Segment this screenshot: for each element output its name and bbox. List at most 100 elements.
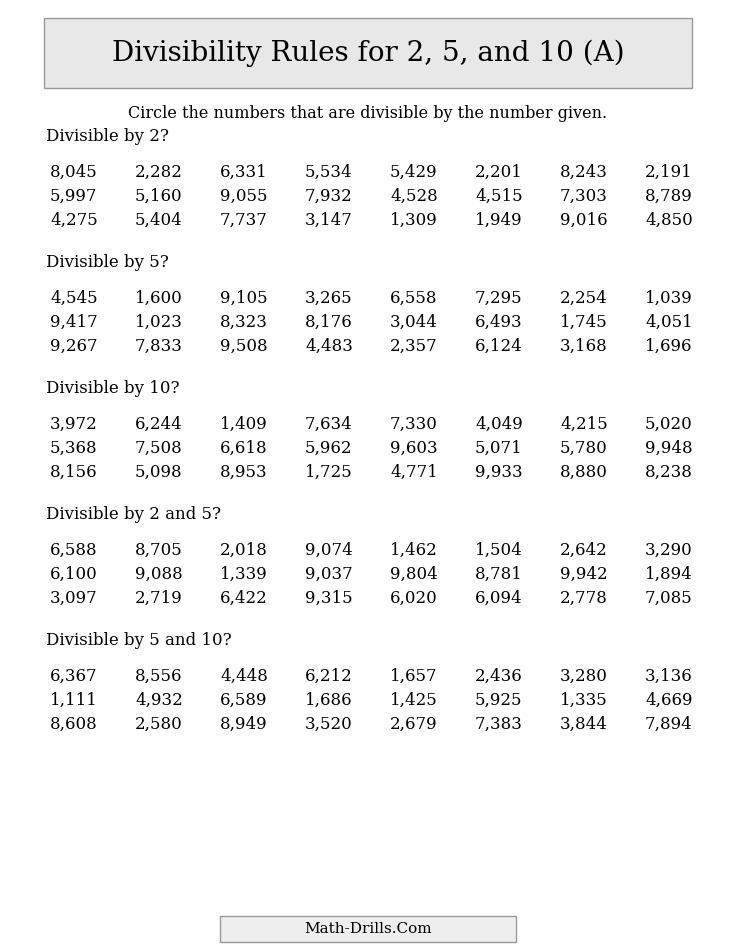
Text: 8,156: 8,156 — [50, 464, 98, 481]
Text: 4,215: 4,215 — [560, 416, 608, 433]
Text: 6,212: 6,212 — [305, 668, 353, 685]
Text: 1,425: 1,425 — [390, 692, 438, 709]
Text: Divisibility Rules for 2, 5, and 10 (A): Divisibility Rules for 2, 5, and 10 (A) — [112, 39, 624, 67]
Text: 1,696: 1,696 — [645, 338, 693, 355]
Text: 1,894: 1,894 — [645, 566, 693, 583]
Text: 6,367: 6,367 — [50, 668, 98, 685]
Text: 1,745: 1,745 — [560, 314, 608, 331]
Text: 1,023: 1,023 — [135, 314, 183, 331]
Text: 8,789: 8,789 — [645, 188, 693, 205]
Text: 1,335: 1,335 — [560, 692, 608, 709]
Text: 9,508: 9,508 — [220, 338, 268, 355]
Text: 6,331: 6,331 — [220, 164, 268, 181]
Text: 1,309: 1,309 — [390, 212, 438, 229]
Text: 5,780: 5,780 — [560, 440, 608, 457]
Text: 7,508: 7,508 — [135, 440, 183, 457]
Text: 3,147: 3,147 — [305, 212, 353, 229]
Text: 2,191: 2,191 — [645, 164, 693, 181]
Text: 9,074: 9,074 — [305, 542, 353, 559]
Text: 9,942: 9,942 — [560, 566, 608, 583]
Text: 5,404: 5,404 — [135, 212, 183, 229]
Text: 2,719: 2,719 — [135, 590, 183, 607]
Text: 8,176: 8,176 — [305, 314, 353, 331]
Text: 6,244: 6,244 — [135, 416, 183, 433]
Text: 5,368: 5,368 — [50, 440, 98, 457]
Text: 7,330: 7,330 — [390, 416, 438, 433]
Text: 2,679: 2,679 — [390, 716, 438, 733]
Bar — [220, 916, 516, 942]
Text: 3,520: 3,520 — [305, 716, 353, 733]
Text: 9,417: 9,417 — [50, 314, 98, 331]
Text: 4,448: 4,448 — [220, 668, 268, 685]
Text: 7,383: 7,383 — [475, 716, 523, 733]
Text: 8,949: 8,949 — [220, 716, 268, 733]
Text: 3,290: 3,290 — [645, 542, 693, 559]
Text: 4,275: 4,275 — [50, 212, 98, 229]
Text: 8,880: 8,880 — [560, 464, 608, 481]
Text: 5,429: 5,429 — [390, 164, 438, 181]
Text: 1,686: 1,686 — [305, 692, 353, 709]
Text: Divisible by 10?: Divisible by 10? — [46, 380, 180, 397]
Text: 5,071: 5,071 — [475, 440, 523, 457]
Text: 6,493: 6,493 — [475, 314, 523, 331]
Text: 5,962: 5,962 — [305, 440, 353, 457]
Text: 9,267: 9,267 — [50, 338, 98, 355]
Text: 4,049: 4,049 — [475, 416, 523, 433]
Text: 9,037: 9,037 — [305, 566, 353, 583]
Text: 2,357: 2,357 — [390, 338, 438, 355]
Text: 2,201: 2,201 — [475, 164, 523, 181]
Text: 1,462: 1,462 — [390, 542, 438, 559]
Text: 7,932: 7,932 — [305, 188, 353, 205]
Text: 9,315: 9,315 — [305, 590, 353, 607]
Text: Divisible by 2?: Divisible by 2? — [46, 128, 169, 145]
Text: 7,303: 7,303 — [560, 188, 608, 205]
Text: 2,282: 2,282 — [135, 164, 183, 181]
Text: 3,265: 3,265 — [305, 290, 353, 307]
Text: Divisible by 5?: Divisible by 5? — [46, 254, 169, 271]
Text: 8,556: 8,556 — [135, 668, 183, 685]
Text: 6,588: 6,588 — [50, 542, 98, 559]
Text: 6,422: 6,422 — [220, 590, 268, 607]
Text: 1,657: 1,657 — [390, 668, 438, 685]
Text: 1,725: 1,725 — [305, 464, 353, 481]
Text: 8,238: 8,238 — [645, 464, 693, 481]
Text: 9,016: 9,016 — [560, 212, 608, 229]
Text: 9,948: 9,948 — [645, 440, 693, 457]
Text: 7,295: 7,295 — [475, 290, 523, 307]
Text: 5,997: 5,997 — [50, 188, 97, 205]
Text: 3,844: 3,844 — [560, 716, 608, 733]
Text: 8,608: 8,608 — [50, 716, 98, 733]
Text: 9,055: 9,055 — [220, 188, 267, 205]
Text: 3,972: 3,972 — [50, 416, 98, 433]
Text: 4,051: 4,051 — [645, 314, 693, 331]
Text: 4,515: 4,515 — [475, 188, 523, 205]
Text: 4,932: 4,932 — [135, 692, 183, 709]
Text: Divisible by 2 and 5?: Divisible by 2 and 5? — [46, 506, 221, 523]
Text: 8,045: 8,045 — [50, 164, 98, 181]
Text: 6,124: 6,124 — [475, 338, 523, 355]
Text: 6,618: 6,618 — [220, 440, 268, 457]
Text: Divisible by 5 and 10?: Divisible by 5 and 10? — [46, 632, 232, 649]
Text: 3,097: 3,097 — [50, 590, 98, 607]
Text: 3,136: 3,136 — [645, 668, 693, 685]
Text: 6,558: 6,558 — [390, 290, 437, 307]
Text: 4,483: 4,483 — [305, 338, 353, 355]
Text: 9,603: 9,603 — [390, 440, 438, 457]
Text: 1,504: 1,504 — [475, 542, 523, 559]
Text: 3,168: 3,168 — [560, 338, 608, 355]
Text: 1,409: 1,409 — [220, 416, 268, 433]
Text: 9,105: 9,105 — [220, 290, 268, 307]
Text: 2,778: 2,778 — [560, 590, 608, 607]
Text: 1,949: 1,949 — [475, 212, 523, 229]
Text: Circle the numbers that are divisible by the number given.: Circle the numbers that are divisible by… — [129, 105, 607, 122]
Text: 5,160: 5,160 — [135, 188, 183, 205]
Text: 8,953: 8,953 — [220, 464, 268, 481]
Text: 8,705: 8,705 — [135, 542, 183, 559]
Text: 2,018: 2,018 — [220, 542, 268, 559]
Text: 9,933: 9,933 — [475, 464, 523, 481]
Text: 1,039: 1,039 — [645, 290, 693, 307]
Text: 2,642: 2,642 — [560, 542, 608, 559]
Text: 7,737: 7,737 — [220, 212, 268, 229]
Bar — [44, 18, 692, 88]
Text: 3,044: 3,044 — [390, 314, 438, 331]
